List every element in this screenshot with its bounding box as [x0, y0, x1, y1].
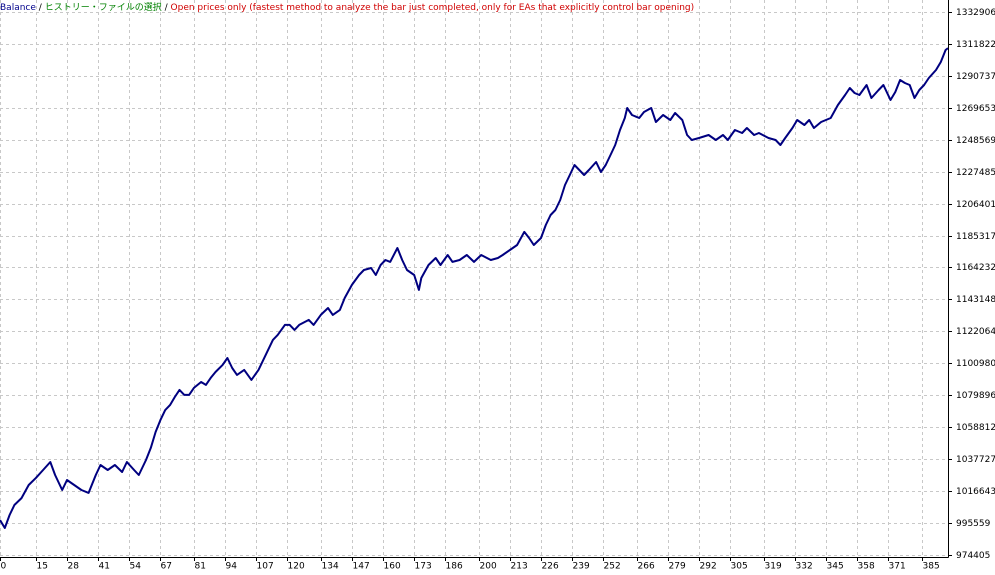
separator: /: [39, 3, 43, 13]
x-tick-label: 67: [161, 562, 172, 572]
x-tick-label: 28: [68, 562, 80, 572]
y-tick-label: 1185317: [956, 232, 995, 242]
x-tick-label: 120: [288, 562, 305, 572]
x-tick-label: 332: [796, 562, 813, 572]
y-tick-label: 1037727: [956, 455, 995, 465]
y-tick-label: 1248569: [956, 136, 995, 146]
x-tick-label: 358: [858, 562, 875, 572]
x-tick-label: 173: [415, 562, 432, 572]
x-tick-label: 54: [130, 562, 142, 572]
x-tick-label: 371: [889, 562, 906, 572]
chart-title: Balance: [0, 3, 36, 13]
y-tick-label: 1227485: [956, 168, 995, 178]
y-tick-label: 974405: [956, 551, 990, 561]
x-tick-label: 252: [604, 562, 621, 572]
x-tick-label: 147: [353, 562, 370, 572]
y-tick-label: 995559: [956, 519, 991, 529]
separator: /: [165, 3, 169, 13]
x-tick-label: 385: [923, 562, 940, 572]
y-tick-label: 1269653: [956, 104, 995, 114]
y-tick-label: 1206401: [956, 200, 995, 210]
x-tick-label: 186: [446, 562, 463, 572]
x-tick-label: 107: [257, 562, 274, 572]
model-label: Open prices only (fastest method to anal…: [171, 3, 695, 13]
x-tick-label: 292: [700, 562, 717, 572]
y-tick-label: 1016643: [956, 487, 995, 497]
x-tick-label: 15: [37, 562, 48, 572]
x-tick-label: 0: [1, 562, 7, 572]
plot-area: [0, 0, 949, 557]
x-tick-label: 160: [384, 562, 401, 572]
header: Balance / ヒストリー・ファイルの選択 / Open prices on…: [0, 1, 694, 13]
x-tick-label: 226: [542, 562, 559, 572]
y-tick-label: 1290737: [956, 72, 995, 82]
x-tick-label: 345: [827, 562, 844, 572]
x-tick-label: 266: [638, 562, 655, 572]
x-tick-label: 319: [765, 562, 782, 572]
x-tick-label: 279: [669, 562, 686, 572]
x-tick-label: 239: [573, 562, 590, 572]
x-tick-label: 81: [195, 562, 206, 572]
x-tick-label: 134: [322, 562, 339, 572]
history-label: ヒストリー・ファイルの選択: [45, 1, 162, 13]
x-tick-label: 94: [226, 562, 238, 572]
y-tick-label: 1100980: [956, 359, 995, 369]
y-tick-label: 1058812: [956, 423, 995, 433]
y-tick-label: 1143148: [956, 295, 995, 305]
x-tick-label: 41: [99, 562, 110, 572]
x-tick-label: 305: [731, 562, 748, 572]
y-tick-label: 1122064: [956, 327, 995, 337]
x-tick-label: 213: [511, 562, 528, 572]
x-tick-label: 200: [480, 562, 497, 572]
y-tick-label: 1311822: [956, 40, 995, 50]
y-tick-label: 1332906: [956, 8, 995, 18]
balance-line: [0, 47, 949, 529]
y-tick-label: 1164232: [956, 263, 995, 273]
y-tick-label: 1079896: [956, 391, 995, 401]
